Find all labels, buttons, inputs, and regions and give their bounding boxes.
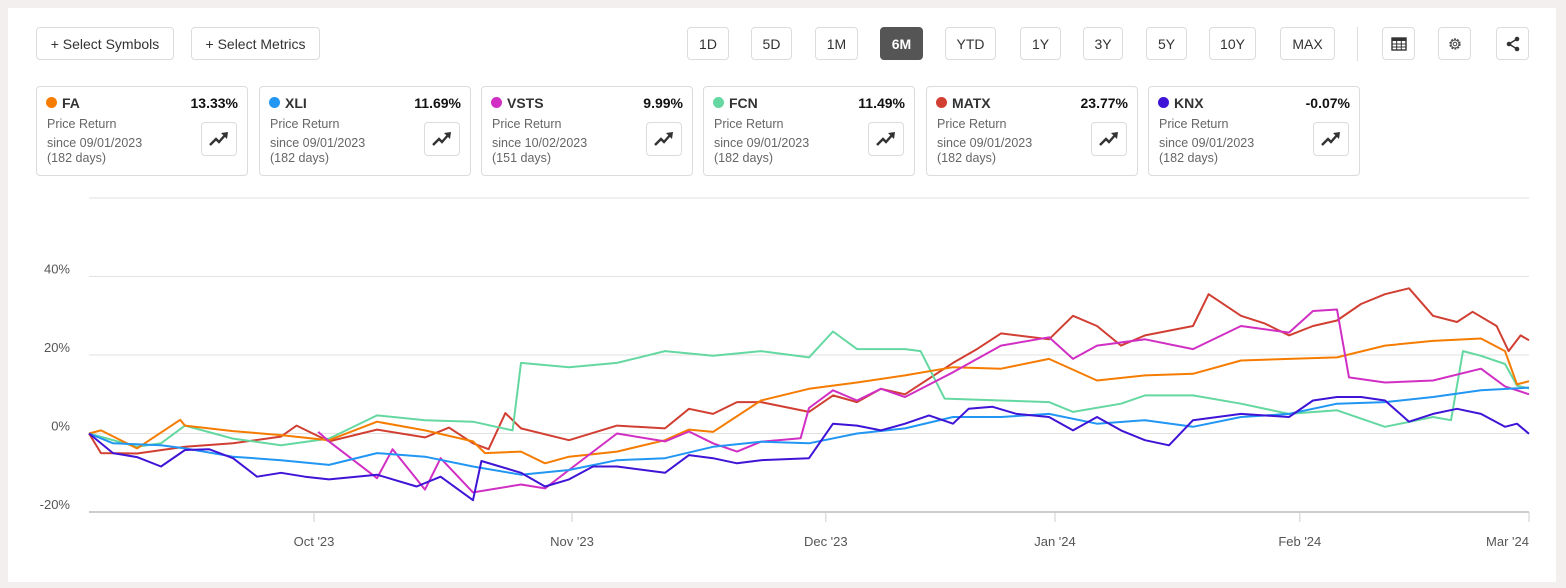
since-date: since 09/01/2023 (182 days) xyxy=(714,136,810,165)
range-10y-button[interactable]: 10Y xyxy=(1209,27,1256,60)
x-tick-label: Feb '24 xyxy=(1278,534,1321,549)
return-value: 11.69% xyxy=(414,95,461,111)
series-color-dot xyxy=(269,97,280,108)
series-line-vsts xyxy=(317,308,1530,494)
select-metrics-button[interactable]: + Select Metrics xyxy=(191,27,320,60)
settings-button[interactable] xyxy=(1438,27,1471,60)
series-color-dot xyxy=(491,97,502,108)
chart-type-button[interactable] xyxy=(1313,122,1349,156)
metric-label: Price Return xyxy=(270,117,340,131)
range-max-button[interactable]: MAX xyxy=(1280,27,1335,60)
range-3y-button[interactable]: 3Y xyxy=(1083,27,1123,60)
trending-up-icon xyxy=(1099,132,1118,146)
metric-label: Price Return xyxy=(1159,117,1229,131)
x-tick-label: Dec '23 xyxy=(804,534,848,549)
series-line-fa xyxy=(88,337,1530,465)
share-icon xyxy=(1506,36,1519,51)
series-line-matx xyxy=(88,287,1530,455)
chart-type-button[interactable] xyxy=(868,122,904,156)
range-1m-button[interactable]: 1M xyxy=(815,27,858,60)
return-value: 23.77% xyxy=(1080,95,1128,111)
metric-label: Price Return xyxy=(492,117,562,131)
since-date: since 09/01/2023 (182 days) xyxy=(1159,136,1255,165)
series-line-knx xyxy=(88,396,1530,502)
trending-up-icon xyxy=(432,132,451,146)
metric-label: Price Return xyxy=(937,117,1007,131)
toolbar-divider xyxy=(1357,27,1358,61)
chart-type-button[interactable] xyxy=(201,122,237,156)
metric-label: Price Return xyxy=(714,117,784,131)
y-tick-label: 20% xyxy=(44,340,70,355)
series-color-dot xyxy=(713,97,724,108)
series-line-xli xyxy=(88,386,1530,476)
share-button[interactable] xyxy=(1496,27,1529,60)
trending-up-icon xyxy=(654,132,673,146)
symbol-name: MATX xyxy=(952,95,991,111)
range-5y-button[interactable]: 5Y xyxy=(1146,27,1187,60)
symbol-card-matx[interactable]: MATX 23.77% Price Return since 09/01/202… xyxy=(926,86,1138,176)
return-value: 11.49% xyxy=(858,95,905,111)
range-ytd-button[interactable]: YTD xyxy=(945,27,996,60)
x-tick-label: Mar '24 xyxy=(1486,534,1529,549)
trending-up-icon xyxy=(209,132,228,146)
y-tick-label: 40% xyxy=(44,262,70,277)
return-value: -0.07% xyxy=(1305,95,1350,111)
since-date: since 09/01/2023 (182 days) xyxy=(270,136,366,165)
select-symbols-button[interactable]: + Select Symbols xyxy=(36,27,174,60)
chart-type-button[interactable] xyxy=(1091,122,1127,156)
gear-icon xyxy=(1448,37,1461,50)
x-tick-label: Nov '23 xyxy=(550,534,594,549)
return-value: 13.33% xyxy=(190,95,238,111)
table-icon xyxy=(1390,36,1407,51)
return-value: 9.99% xyxy=(643,95,683,111)
symbol-name: FA xyxy=(62,95,80,111)
y-tick-label: -20% xyxy=(40,497,71,512)
symbol-card-xli[interactable]: XLI 11.69% Price Return since 09/01/2023… xyxy=(259,86,471,176)
range-1d-button[interactable]: 1D xyxy=(687,27,729,60)
symbol-card-fa[interactable]: FA 13.33% Price Return since 09/01/2023(… xyxy=(36,86,248,176)
trending-up-icon xyxy=(1321,132,1340,146)
series-color-dot xyxy=(46,97,57,108)
range-6m-button[interactable]: 6M xyxy=(880,27,923,60)
series-color-dot xyxy=(936,97,947,108)
series-color-dot xyxy=(1158,97,1169,108)
metric-label: Price Return xyxy=(47,117,117,131)
chart-type-button[interactable] xyxy=(646,122,682,156)
since-date: since 09/01/2023 (182 days) xyxy=(937,136,1033,165)
symbol-name: VSTS xyxy=(507,95,544,111)
table-view-button[interactable] xyxy=(1382,27,1415,60)
since-date: since 09/01/2023 (182 days) xyxy=(47,136,143,165)
symbol-card-knx[interactable]: KNX -0.07% Price Return since 09/01/2023… xyxy=(1148,86,1360,176)
x-tick-label: Jan '24 xyxy=(1034,534,1076,549)
symbol-card-vsts[interactable]: VSTS 9.99% Price Return since 10/02/2023… xyxy=(481,86,693,176)
range-5d-button[interactable]: 5D xyxy=(751,27,792,60)
symbol-name: FCN xyxy=(729,95,758,111)
chart-type-button[interactable] xyxy=(424,122,460,156)
x-tick-label: Oct '23 xyxy=(294,534,335,549)
trending-up-icon xyxy=(876,132,895,146)
range-1y-button[interactable]: 1Y xyxy=(1020,27,1061,60)
y-tick-label: 0% xyxy=(51,419,70,434)
symbol-name: KNX xyxy=(1174,95,1204,111)
symbol-card-fcn[interactable]: FCN 11.49% Price Return since 09/01/2023… xyxy=(703,86,915,176)
since-date: since 10/02/2023 (151 days) xyxy=(492,136,588,165)
symbol-name: XLI xyxy=(285,95,307,111)
